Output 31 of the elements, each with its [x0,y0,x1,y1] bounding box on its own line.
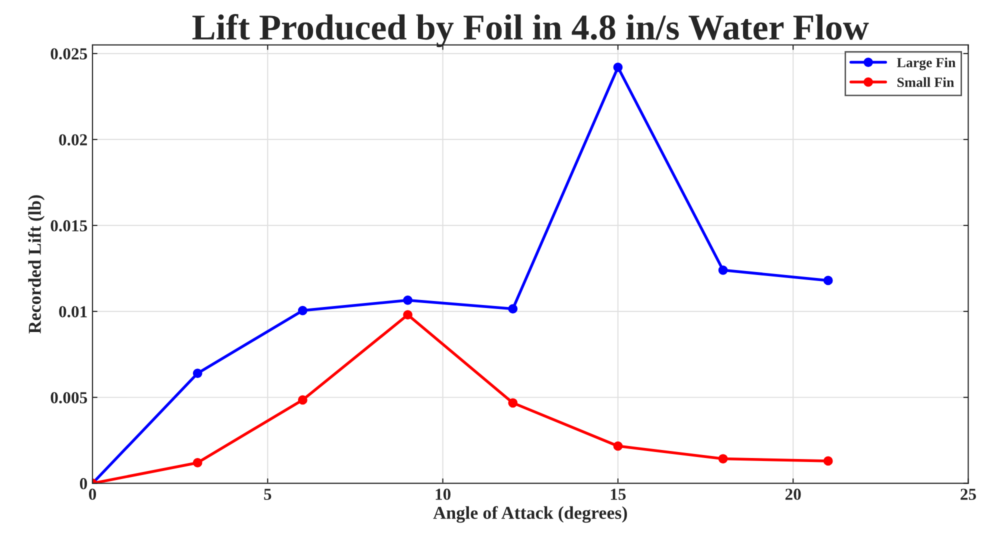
y-tick-label: 0.005 [50,392,88,404]
y-tick-label: 0.015 [50,220,88,232]
legend-label: Large Fin [896,58,956,70]
y-axis-title: Recorded Lift (lb) [28,195,45,334]
x-axis-title: Angle of Attack (degrees) [433,506,627,523]
x-tick-label: 5 [264,488,272,500]
point [508,304,518,314]
point [192,458,202,468]
y-tick-label: 0.025 [50,48,88,60]
point [718,454,728,464]
point [403,296,412,305]
chart-title: Lift Produced by Foil in 4.8 in/s Water Flow [192,14,869,48]
x-tick-label: 10 [436,488,450,500]
legend-label: Small Fin [897,77,954,88]
y-tick-label: 0.02 [59,134,87,146]
point [298,395,308,405]
y-tick-label: 0 [80,478,87,490]
point [718,265,728,275]
x-tick-label: 15 [610,488,626,500]
point [613,62,623,72]
point [823,456,833,466]
x-tick-label: 25 [960,488,976,500]
point [192,368,202,378]
x-tick-label: 20 [785,488,801,500]
y-tick-label: 0.01 [59,306,87,318]
point [298,306,308,316]
point [508,398,518,408]
point [403,310,412,320]
point [613,441,623,451]
x-tick-label: 0 [88,488,96,500]
point [823,276,833,286]
